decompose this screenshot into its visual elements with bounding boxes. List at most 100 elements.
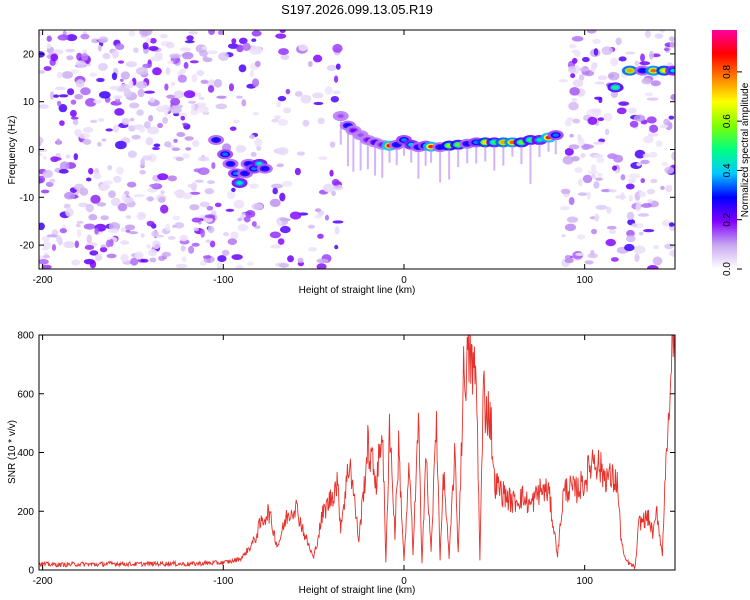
heatmap-cell — [663, 118, 670, 126]
heatmap-cell — [594, 81, 605, 85]
heatmap-cell — [46, 234, 58, 238]
heatmap-cell — [626, 68, 633, 73]
snr-frame — [38, 334, 676, 571]
colorbar-tick-label: 0.2 — [722, 212, 733, 226]
heatmap-cell — [144, 90, 156, 94]
heatmap-cell — [646, 188, 656, 195]
heatmap-cell — [222, 152, 229, 157]
heatmap-cell — [312, 92, 324, 99]
heatmap-cell — [448, 149, 451, 180]
heatmap-cell — [107, 164, 113, 171]
heatmap-cell — [388, 149, 391, 163]
heatmap-cell — [162, 116, 169, 124]
heatmap-cell — [167, 175, 178, 182]
heatmap-cell — [637, 213, 650, 217]
heatmap-cell — [173, 190, 182, 196]
heatmap-cell — [241, 171, 248, 176]
heatmap-cell — [169, 53, 182, 59]
heatmap-cell — [75, 79, 85, 88]
heatmap-cell — [278, 262, 290, 268]
heatmap-cell — [216, 262, 223, 269]
heatmap-cell — [170, 81, 176, 87]
heatmap-cell — [164, 107, 169, 117]
heatmap-cell — [231, 38, 237, 44]
heatmap-cell — [75, 60, 87, 68]
heatmap-cell — [140, 258, 149, 263]
heatmap-cell — [595, 177, 603, 181]
heatmap-cell — [111, 86, 119, 91]
heatmap-cell — [133, 193, 146, 198]
heatmap-cell — [642, 135, 654, 144]
heatmap-cell — [569, 86, 580, 96]
heatmap-cell — [547, 141, 550, 152]
heatmap-cell — [346, 129, 349, 167]
heatmap-cell — [58, 103, 68, 113]
heatmap-cell — [640, 53, 646, 62]
heatmap-cell — [74, 240, 80, 249]
heatmap-cell — [560, 205, 570, 211]
heatmap-cell — [165, 223, 171, 232]
heatmap-cell — [592, 154, 604, 158]
heatmap-cell — [182, 122, 188, 126]
heatmap-cell — [96, 202, 107, 207]
heatmap-cell — [120, 71, 131, 80]
heatmap-cell — [571, 57, 578, 64]
heatmap-cell — [135, 66, 148, 76]
heatmap-cell — [85, 98, 97, 107]
heatmap-cell — [587, 253, 598, 259]
heatmap-cell — [256, 145, 262, 151]
heatmap-cell — [134, 251, 144, 260]
heatmap-cell — [579, 67, 590, 72]
heatmap-cell — [180, 115, 186, 121]
heatmap-cell — [196, 70, 205, 76]
heatmap-cell — [238, 37, 248, 45]
snr-y-tick-label: 600 — [17, 389, 34, 400]
heatmap-cell — [127, 150, 137, 158]
heatmap-cell — [659, 124, 669, 129]
heatmap-cell — [98, 62, 108, 71]
heatmap-cell — [65, 48, 76, 53]
heatmap-cell — [590, 249, 595, 256]
heatmap-cell — [65, 154, 71, 159]
heatmap-cell — [634, 149, 646, 159]
heatmap-cell — [663, 47, 670, 52]
heatmap-cell — [566, 117, 574, 121]
heatmap-cell — [206, 205, 214, 211]
heatmap-cell — [313, 101, 324, 106]
heatmap-cell — [140, 158, 145, 167]
heatmap-cell — [213, 78, 223, 88]
heatmap-cell — [300, 94, 312, 104]
heatmap-cell — [39, 104, 49, 109]
heatmap-cell — [56, 138, 61, 145]
heatmap-cell — [618, 56, 627, 62]
heatmap-cell — [237, 217, 243, 222]
heatmap-cell — [128, 231, 139, 235]
heatmap-cell — [217, 255, 227, 262]
heatmap-cell — [108, 222, 121, 231]
heatmap-cell — [78, 202, 89, 208]
heatmap-cell — [233, 119, 240, 124]
heatmap-cell — [323, 183, 335, 193]
heatmap-cell — [647, 132, 659, 137]
heatmap-cell — [393, 142, 400, 147]
heatmap-cell — [633, 245, 646, 254]
heatmap-cell — [647, 265, 659, 269]
heatmap-cell — [659, 30, 665, 33]
heatmap-cell — [151, 230, 159, 238]
heatmap-cell — [582, 144, 595, 149]
heatmap-cell — [669, 41, 675, 48]
heatmap-cell — [669, 249, 675, 257]
heatmap-cell — [402, 143, 405, 156]
heatmap-cell — [570, 73, 576, 79]
colorbar-tick-label: 0.6 — [722, 114, 733, 128]
heatmap-cell — [318, 156, 328, 161]
heatmap-cell — [395, 148, 398, 166]
heatmap-cell — [110, 197, 121, 207]
heatmap-cell — [66, 34, 78, 42]
heatmap-cell — [235, 264, 244, 269]
heatmap-cell — [49, 91, 55, 100]
heatmap-cell — [39, 222, 45, 231]
heatmap-cell — [331, 178, 340, 186]
heatmap-cell — [269, 198, 281, 208]
heatmap-cell — [112, 124, 120, 133]
